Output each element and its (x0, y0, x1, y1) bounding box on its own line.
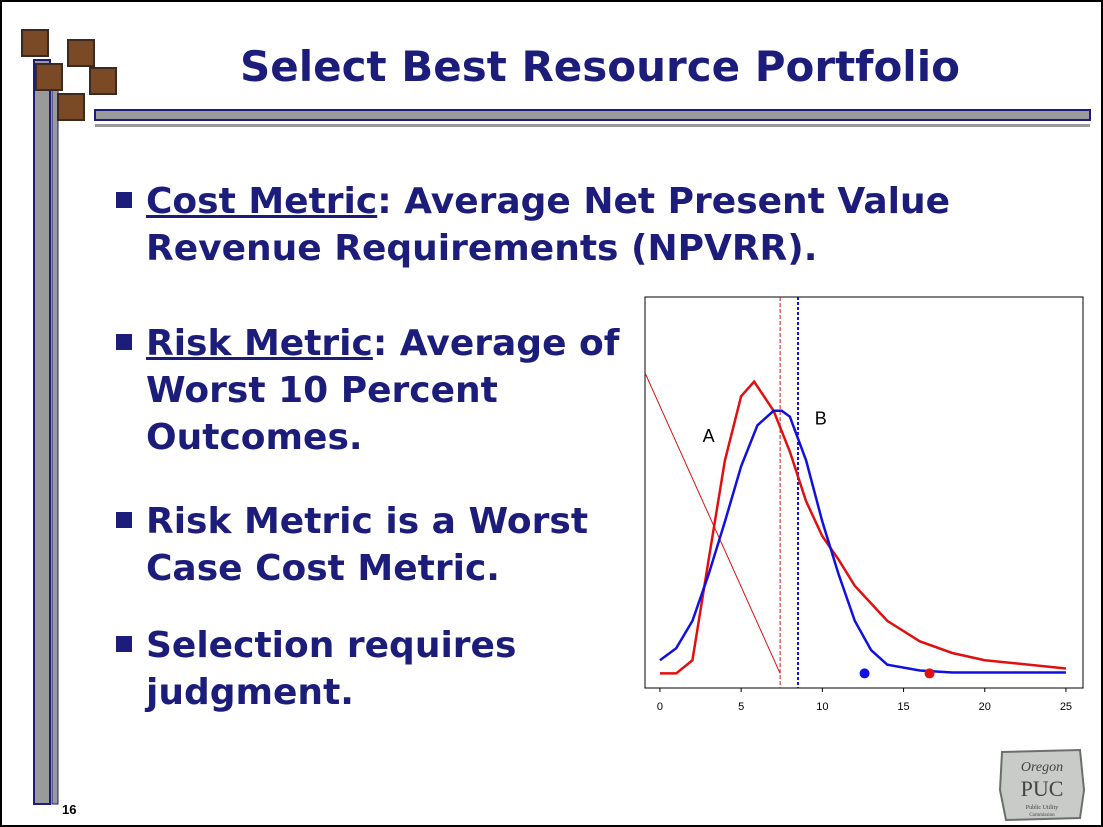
slide: Oregon PUC Public Utility Commission Sel… (0, 0, 1103, 827)
plot-frame (645, 297, 1083, 688)
point (925, 668, 935, 678)
curve-label: B (815, 408, 827, 428)
chart: 0 5 10 15 20 25 A B (0, 0, 1103, 827)
x-tick-label: 5 (738, 701, 744, 713)
curve (660, 382, 1066, 674)
x-tick-label: 15 (897, 701, 909, 713)
x-tick-label: 20 (979, 701, 991, 713)
x-tick-label: 10 (816, 701, 828, 713)
point (860, 668, 870, 678)
reference-line (645, 373, 780, 674)
x-tick-label: 25 (1060, 701, 1072, 713)
x-tick-label: 0 (657, 701, 663, 713)
curve-label: A (703, 426, 715, 446)
